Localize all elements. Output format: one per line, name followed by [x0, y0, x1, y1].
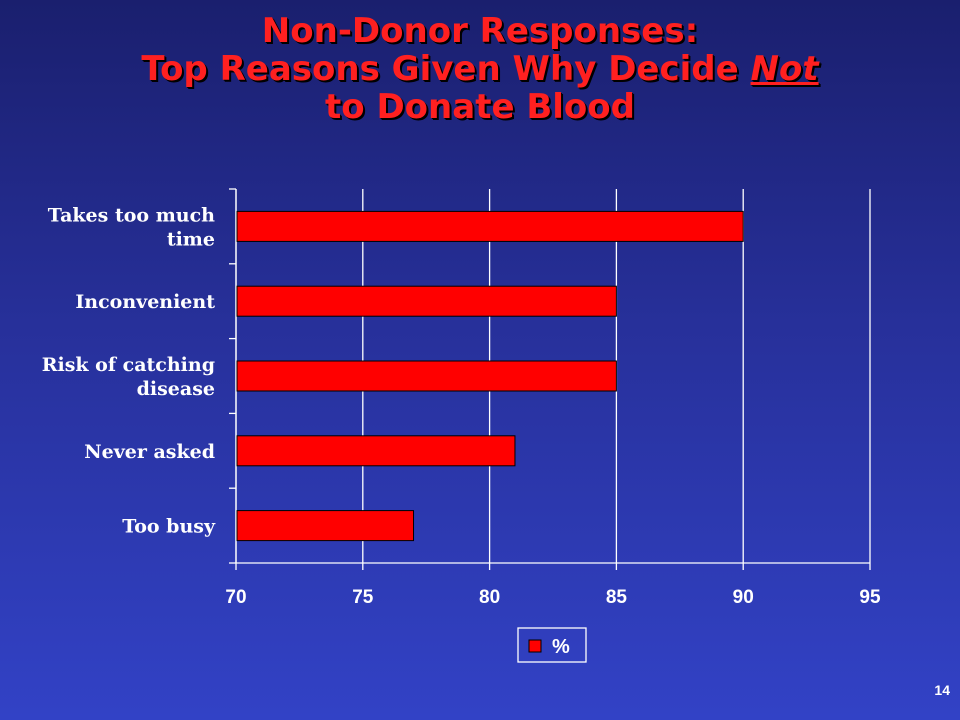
- x-tick-label-0: 70: [225, 587, 246, 608]
- bar-4: [236, 510, 415, 542]
- x-tick-label-3: 85: [606, 587, 628, 608]
- x-tick-label-4: 90: [733, 587, 754, 608]
- legend-swatch: [528, 639, 542, 653]
- title-line-1: Non-Donor Responses:: [261, 11, 699, 51]
- x-tick-label-5: 95: [859, 587, 881, 608]
- legend-box: [517, 627, 587, 663]
- category-label-0-line-0: Takes too much: [48, 204, 215, 226]
- category-label-2-line-0: Risk of catching: [42, 354, 215, 376]
- x-tick-label-2: 80: [479, 587, 500, 608]
- title-line-2-prefix: Top Reasons Given Why Decide: [141, 49, 751, 89]
- category-label-0-line-1: time: [167, 228, 215, 250]
- bar-2: [236, 360, 617, 392]
- legend-label: %: [552, 636, 570, 658]
- title-line-2: Top Reasons Given Why Decide Not: [0, 50, 960, 88]
- category-label-3: Never asked: [84, 441, 215, 463]
- slide-title: Non-Donor Responses: Top Reasons Given W…: [0, 12, 960, 126]
- category-label-4: Too busy: [122, 516, 216, 538]
- x-tick-label-1: 75: [352, 587, 374, 608]
- category-label-1: Inconvenient: [75, 291, 215, 313]
- title-emphasis: Not: [750, 49, 819, 89]
- page-number: 14: [934, 682, 950, 698]
- category-label-2-line-1: disease: [137, 378, 215, 400]
- bar-3: [236, 435, 516, 467]
- bar-1: [236, 285, 617, 317]
- title-line-3: to Donate Blood: [325, 87, 635, 127]
- bar-0: [236, 210, 744, 242]
